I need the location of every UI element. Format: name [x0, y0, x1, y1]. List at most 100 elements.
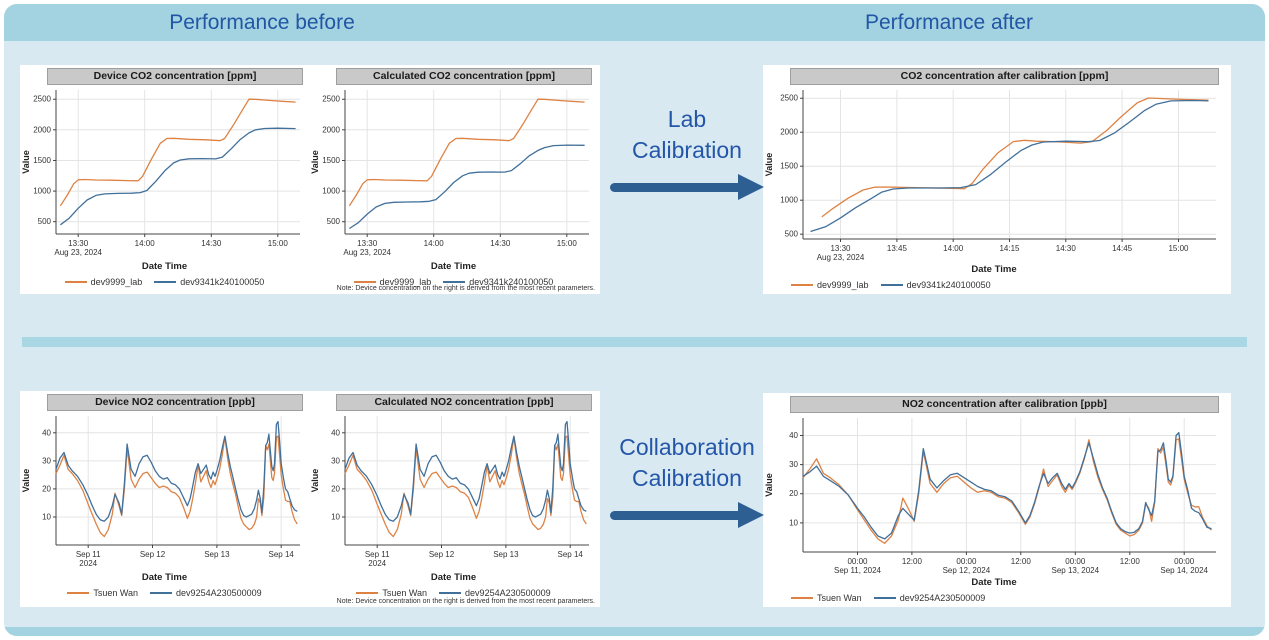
- y-tick-label: 30: [789, 460, 798, 469]
- x-tick-label: Sep 14: [269, 550, 295, 559]
- x-axis-label: Date Time: [430, 261, 477, 272]
- flow-label-line1: Lab: [667, 106, 707, 132]
- series-line: [349, 144, 585, 230]
- x-axis-label: Date Time: [141, 261, 188, 272]
- legend-item: dev9254A230500009: [873, 593, 985, 603]
- x-axis-label: Date Time: [971, 577, 1017, 589]
- legend-swatch: [154, 281, 177, 283]
- legend-item: Tsuen Wan: [791, 593, 862, 603]
- y-tick-label: 10: [789, 518, 798, 527]
- x-tick-label: 12:00: [1120, 557, 1141, 566]
- y-axis-label: Value: [21, 150, 31, 174]
- chart-device-co2: Device CO2 concentration [ppm] 500 1000 150…: [20, 68, 309, 294]
- x-tick-label: 14:30: [1056, 244, 1077, 253]
- legend-swatch: [791, 284, 813, 287]
- legend-item: dev9999_lab: [791, 280, 869, 290]
- x-tick-label: Sep 13: [493, 550, 519, 559]
- y-tick-label: 1000: [780, 196, 798, 205]
- legend-label: Tsuen Wan: [817, 593, 862, 604]
- section-divider: [22, 337, 1247, 347]
- x-tick-sublabel: Sep 11, 2024: [834, 566, 882, 575]
- x-tick-label: 13:30: [68, 239, 89, 248]
- x-tick-label: Sep 11: [76, 550, 101, 559]
- lab-calibration-flow: Lab Calibration: [602, 104, 772, 212]
- chart-legend: dev9999_lab dev9341k240100050: [763, 276, 1225, 294]
- y-tick-label: 2500: [33, 95, 51, 104]
- legend-item: dev9254A230500009: [439, 588, 551, 598]
- chart-title: CO2 concentration after calibration [ppm…: [790, 68, 1219, 85]
- x-tick-label: 14:30: [490, 239, 511, 248]
- collaboration-calibration-flow: Collaboration Calibration: [598, 432, 776, 540]
- x-tick-label: Sep 11: [365, 550, 390, 559]
- chart-title: Calculated CO2 concentration [ppm]: [336, 68, 592, 85]
- legend-swatch: [439, 592, 462, 594]
- x-tick-label: Sep 12: [429, 550, 455, 559]
- y-axis-label: Value: [310, 150, 320, 174]
- legend-swatch: [791, 597, 813, 600]
- x-tick-label: 14:30: [201, 239, 222, 248]
- x-tick-label: 14:00: [424, 239, 445, 248]
- x-tick-label: 12:00: [902, 557, 923, 566]
- legend-item: dev9341k240100050: [443, 277, 553, 287]
- legend-label: dev9254A230500009: [176, 588, 262, 598]
- chart-title: Device NO2 concentration [ppb]: [47, 394, 303, 411]
- lab-calibration-label: Lab Calibration: [632, 104, 742, 166]
- chart-calculated-no2: Calculated NO2 concentration [ppb] 10 20 30…: [309, 394, 598, 607]
- y-tick-label: 1000: [33, 187, 51, 196]
- y-tick-label: 2000: [780, 128, 798, 137]
- legend-item: dev9254A230500009: [150, 588, 262, 598]
- chart-calculated-co2: Calculated CO2 concentration [ppm] 500 100…: [309, 68, 598, 294]
- x-tick-label: 00:00: [956, 557, 977, 566]
- right-arrow-icon: [610, 174, 764, 200]
- x-tick-label: 14:15: [999, 244, 1020, 253]
- y-tick-label: 30: [331, 456, 340, 465]
- chart-note: Note: Device concentration on the right …: [336, 285, 595, 292]
- x-tick-label: 00:00: [1065, 557, 1086, 566]
- legend-label: dev9999_lab: [90, 277, 143, 287]
- x-tick-sublabel: Aug 23, 2024: [343, 248, 391, 257]
- x-tick-label: 15:00: [557, 239, 578, 248]
- y-tick-label: 40: [331, 428, 340, 437]
- y-axis-label: Value: [310, 469, 320, 493]
- x-axis-label: Date Time: [141, 572, 188, 583]
- y-tick-label: 1500: [33, 156, 51, 165]
- chart-co2-after-calibration: CO2 concentration after calibration [ppm…: [763, 68, 1225, 294]
- x-tick-sublabel: Aug 23, 2024: [817, 253, 865, 262]
- legend-swatch: [873, 597, 896, 600]
- x-tick-label: 14:45: [1112, 244, 1133, 253]
- legend-swatch: [353, 281, 376, 283]
- collaboration-calibration-label: Collaboration Calibration: [619, 432, 755, 494]
- y-tick-label: 2000: [322, 125, 340, 134]
- series-line: [55, 420, 298, 522]
- co2-after-card: CO2 concentration after calibration [ppm…: [763, 65, 1231, 294]
- legend-item: Tsuen Wan: [356, 588, 427, 598]
- legend-swatch: [356, 592, 379, 594]
- legend-label: dev9999_lab: [379, 277, 432, 287]
- y-tick-label: 1500: [780, 162, 798, 171]
- y-tick-label: 40: [789, 431, 798, 440]
- no2-before-card: Device NO2 concentration [ppb] 10 20 30 40 Se…: [20, 391, 600, 607]
- chart-title: Device CO2 concentration [ppm]: [47, 68, 303, 85]
- x-tick-label: 12:00: [1011, 557, 1032, 566]
- x-tick-sublabel: Sep 12, 2024: [943, 566, 991, 575]
- chart-legend: dev9999_lab dev9341k240100050: [20, 273, 309, 291]
- flow-label-line2: Calibration: [632, 137, 742, 163]
- series-line: [344, 420, 587, 522]
- legend-label: dev9341k240100050: [180, 277, 265, 287]
- right-arrow-icon: [610, 502, 764, 528]
- x-tick-label: 00:00: [847, 557, 868, 566]
- y-tick-label: 1000: [322, 187, 340, 196]
- series-line: [59, 98, 296, 207]
- series-line: [810, 99, 1209, 232]
- chart-no2-after-calibration: NO2 concentration after calibration [ppb…: [763, 396, 1225, 607]
- x-tick-label: 15:00: [268, 239, 289, 248]
- no2-after-card: NO2 concentration after calibration [ppb…: [763, 393, 1231, 607]
- y-tick-label: 30: [42, 456, 51, 465]
- series-line: [60, 127, 296, 226]
- y-axis-label: Value: [21, 469, 31, 493]
- legend-label: dev9999_lab: [817, 280, 869, 291]
